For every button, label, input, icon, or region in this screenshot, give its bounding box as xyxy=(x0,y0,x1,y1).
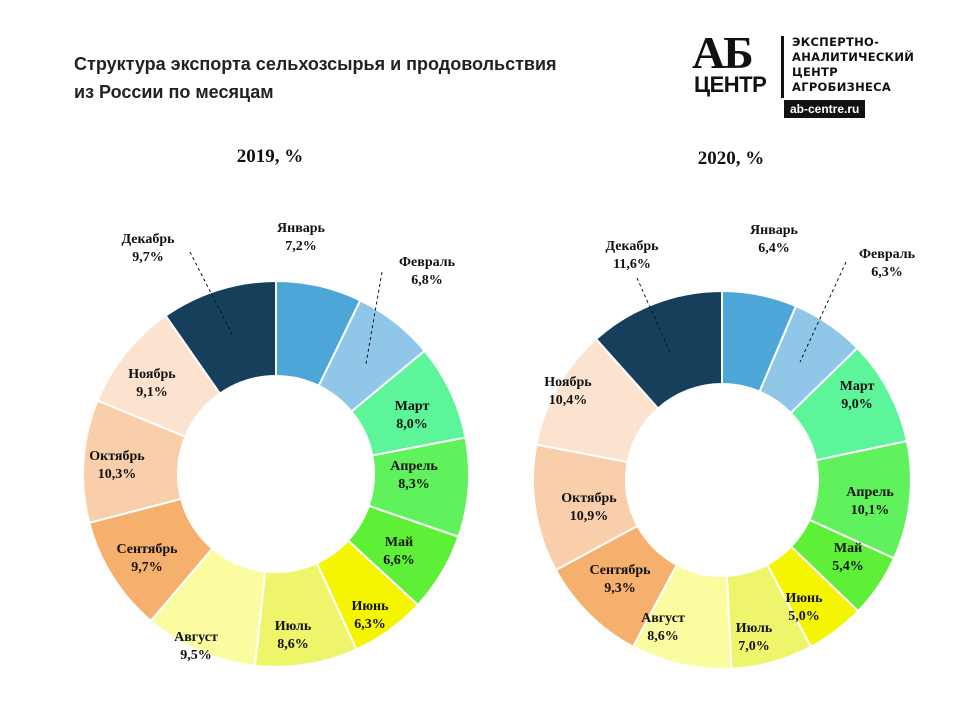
slice-label-name: Октябрь xyxy=(89,449,145,464)
slice-label-value: 9,3% xyxy=(604,581,636,596)
slice-label-name: Январь xyxy=(750,223,799,238)
title-line-2: из России по месяцам xyxy=(74,82,274,102)
logo-line-4: АГРОБИЗНЕСА xyxy=(792,80,892,94)
slice-label-value: 6,8% xyxy=(411,273,443,288)
logo-mark-bottom: ЦЕНТР xyxy=(694,72,767,97)
slice-label-value: 8,0% xyxy=(396,417,428,432)
slice-2019-12 xyxy=(164,279,277,396)
slice-label-value: 10,3% xyxy=(98,467,137,482)
logo-mark-top: АБ xyxy=(692,27,754,78)
slice-label-name: Сентябрь xyxy=(589,563,651,578)
slice-label-name: Декабрь xyxy=(605,239,659,254)
logo-line-1: ЭКСПЕРТНО- xyxy=(792,35,880,49)
slice-label-value: 6,6% xyxy=(383,553,415,568)
slice-label-value: 10,9% xyxy=(570,509,609,524)
slice-label-value: 7,2% xyxy=(285,239,317,254)
slice-label-name: Июль xyxy=(736,621,773,636)
slice-label-name: Май xyxy=(834,541,862,556)
slice-label-name: Август xyxy=(174,630,218,645)
slice-label-value: 11,6% xyxy=(613,257,651,272)
slice-label-name: Март xyxy=(840,379,875,394)
slice-label-value: 9,5% xyxy=(180,648,212,663)
slice-label-name: Май xyxy=(385,535,413,550)
slice-label-name: Январь xyxy=(277,221,326,236)
slice-label-value: 6,3% xyxy=(871,265,903,280)
slice-label-name: Август xyxy=(641,611,685,626)
leader-line xyxy=(799,261,847,363)
ab-centre-logo: АБ ЦЕНТР ЭКСПЕРТНО- АНАЛИТИЧЕСКИЙ ЦЕНТР … xyxy=(690,28,940,122)
slice-label-name: Октябрь xyxy=(561,491,617,506)
chart-title: Структура экспорта сельхозсырья и продов… xyxy=(74,50,594,106)
slice-label-value: 8,6% xyxy=(277,637,309,652)
slice-label-value: 7,0% xyxy=(738,639,770,654)
donut-2019: Январь 7,2% Февраль 6,8% Март 8,0% Апрель 8,3% М… xyxy=(82,221,470,668)
slice-label-value: 10,1% xyxy=(851,503,890,518)
donut-2020: Январь 6,4% Февраль 6,3% Март 9,0% Апрель 10,1%… xyxy=(532,223,916,670)
leader-line xyxy=(636,277,671,353)
slice-label-name: Ноябрь xyxy=(128,367,176,382)
slice-label-value: 8,6% xyxy=(647,629,679,644)
leader-line xyxy=(189,251,235,339)
slice-label-value: 9,7% xyxy=(131,560,163,575)
slice-label-name: Сентябрь xyxy=(116,542,178,557)
slice-label-name: Апрель xyxy=(846,485,894,500)
slice-label-value: 6,4% xyxy=(758,241,790,256)
slice-label-value: 9,7% xyxy=(132,250,164,265)
slice-label-name: Март xyxy=(395,399,430,414)
slice-label-value: 10,4% xyxy=(549,393,588,408)
slice-label-name: Декабрь xyxy=(121,232,175,247)
slice-label-name: Ноябрь xyxy=(544,375,592,390)
logo-line-2: АНАЛИТИЧЕСКИЙ xyxy=(792,50,915,64)
slice-label-name: Февраль xyxy=(859,247,916,262)
slice-2020-12 xyxy=(594,289,723,410)
slice-label-name: Июнь xyxy=(785,591,823,606)
title-line-1: Структура экспорта сельхозсырья и продов… xyxy=(74,54,557,74)
slice-label-value: 5,4% xyxy=(832,559,864,574)
logo-line-3: ЦЕНТР xyxy=(792,65,838,79)
slice-label-name: Апрель xyxy=(390,459,438,474)
chart-2020-title: 2020, % xyxy=(698,148,765,169)
logo-text: ЭКСПЕРТНО- АНАЛИТИЧЕСКИЙ ЦЕНТР АГРОБИЗНЕ… xyxy=(792,35,914,95)
slice-label-name: Июнь xyxy=(351,599,389,614)
logo-mark: АБ ЦЕНТР xyxy=(690,28,780,104)
logo-url: ab-centre.ru xyxy=(784,100,866,118)
slice-label-value: 9,0% xyxy=(841,397,873,412)
slice-label-value: 5,0% xyxy=(788,609,820,624)
slice-label-value: 8,3% xyxy=(398,477,430,492)
slice-label-value: 9,1% xyxy=(136,385,168,400)
logo-divider xyxy=(781,36,784,98)
slice-label-name: Июль xyxy=(275,619,312,634)
chart-2019-title: 2019, % xyxy=(237,146,304,167)
slice-label-name: Февраль xyxy=(399,255,456,270)
slice-label-value: 6,3% xyxy=(354,617,386,632)
